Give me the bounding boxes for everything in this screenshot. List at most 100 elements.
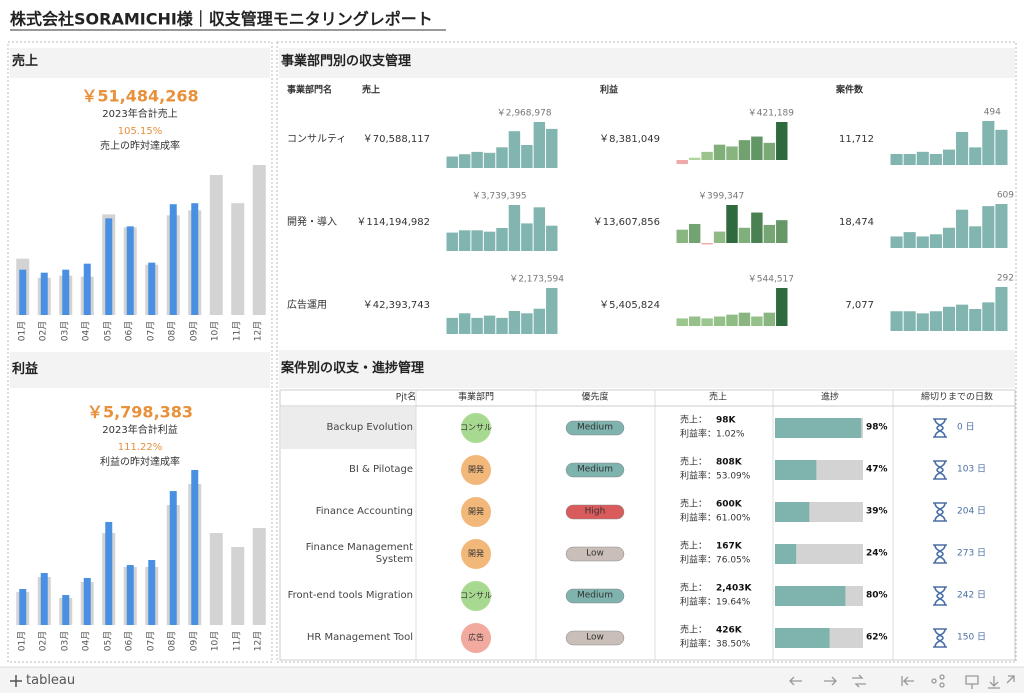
dept-label: 開発 bbox=[468, 507, 484, 517]
x-tick-label: 12月 bbox=[253, 630, 264, 652]
hourglass-icon bbox=[933, 586, 947, 606]
priority-label: Medium bbox=[577, 590, 613, 601]
spark-bar bbox=[942, 149, 956, 165]
days-label: 150 日 bbox=[957, 632, 987, 643]
dept-label: 開発 bbox=[468, 549, 484, 559]
project-name: Finance Management System bbox=[305, 542, 413, 565]
margin-prefix: 利益率： bbox=[680, 597, 717, 608]
bar bbox=[209, 533, 223, 625]
spark-bar bbox=[929, 234, 942, 248]
column-header: 売上 bbox=[708, 392, 728, 403]
spark-bar bbox=[929, 311, 942, 331]
progress-label: 47% bbox=[866, 464, 888, 475]
spark-bar bbox=[713, 316, 726, 326]
panel-title: 利益 bbox=[12, 362, 39, 378]
spark-bar bbox=[676, 318, 688, 326]
progress-track bbox=[775, 544, 863, 564]
dept-count: 7,077 bbox=[845, 300, 874, 311]
spark-bar bbox=[508, 131, 521, 168]
progress-label: 80% bbox=[866, 590, 888, 601]
column-header: 事業部門名 bbox=[287, 85, 333, 96]
spark-max-label: ￥421,189 bbox=[747, 108, 794, 119]
spark-max-label: 292 bbox=[996, 273, 1014, 284]
spark-bar bbox=[751, 212, 763, 243]
priority-label: Medium bbox=[577, 464, 613, 475]
bar bbox=[83, 263, 91, 315]
spark-bar bbox=[982, 302, 995, 331]
x-tick-label: 01月 bbox=[17, 630, 28, 652]
priority-label: Medium bbox=[577, 422, 613, 433]
column-header: 売上 bbox=[362, 85, 381, 96]
spark-bar bbox=[471, 317, 483, 334]
project-name: HR Management Tool bbox=[306, 632, 413, 643]
hourglass-icon bbox=[933, 628, 947, 648]
x-tick-label: 05月 bbox=[103, 630, 114, 652]
panel-title: 案件別の収支・進捗管理 bbox=[281, 361, 425, 377]
bar bbox=[148, 559, 156, 625]
bar bbox=[126, 226, 134, 315]
spark-bar bbox=[688, 223, 701, 243]
spark-bar bbox=[995, 204, 1008, 248]
dept-profit: ￥5,405,824 bbox=[599, 300, 660, 311]
dept-sales: ￥70,588,117 bbox=[362, 134, 430, 145]
dept-profit: ￥13,607,856 bbox=[592, 217, 660, 228]
progress-label: 24% bbox=[866, 548, 888, 559]
spark-bar bbox=[458, 313, 471, 334]
spark-bar bbox=[701, 318, 713, 326]
spark-max-label: ￥3,739,395 bbox=[471, 191, 527, 202]
kpi-label: 売上の昨対達成率 bbox=[100, 141, 180, 152]
x-tick-label: 06月 bbox=[124, 630, 135, 652]
spark-bar bbox=[533, 308, 546, 334]
x-tick-label: 10月 bbox=[210, 320, 221, 342]
dept-badge bbox=[461, 539, 491, 569]
row-highlight bbox=[281, 407, 416, 449]
spark-bar bbox=[956, 131, 969, 165]
x-tick-label: 04月 bbox=[81, 630, 92, 652]
spark-bar bbox=[701, 151, 713, 160]
spark-bar bbox=[546, 288, 558, 334]
spark-bar bbox=[969, 309, 982, 331]
toolbar-icons[interactable] bbox=[789, 674, 1015, 689]
priority-pill bbox=[565, 546, 625, 562]
spark-bar bbox=[738, 140, 751, 160]
project-margin: 76.05% bbox=[716, 555, 751, 566]
dept-badge bbox=[461, 581, 491, 611]
spark-bar bbox=[546, 225, 558, 251]
progress-bar bbox=[775, 418, 862, 438]
bar bbox=[191, 470, 199, 625]
dept-label: 開発 bbox=[468, 465, 484, 475]
priority-pill bbox=[565, 504, 625, 520]
x-tick-label: 11月 bbox=[232, 320, 243, 342]
spark-max-label: 609 bbox=[996, 190, 1014, 201]
spark-max-label: 494 bbox=[983, 107, 1001, 118]
project-sales: 98K bbox=[716, 415, 736, 426]
sales-prefix: 売上： bbox=[680, 583, 708, 594]
spark-bar bbox=[676, 229, 688, 243]
x-tick-label: 05月 bbox=[103, 320, 114, 342]
spark-max-label: ￥2,968,978 bbox=[496, 108, 552, 119]
project-sales: 426K bbox=[716, 625, 742, 636]
dept-badge bbox=[461, 497, 491, 527]
spark-bar bbox=[508, 205, 521, 251]
project-sales: 808K bbox=[716, 457, 742, 468]
bar bbox=[40, 573, 48, 625]
bar bbox=[126, 565, 134, 625]
dept-badge bbox=[461, 623, 491, 653]
column-header: 締切りまでの日数 bbox=[920, 392, 994, 403]
priority-pill bbox=[565, 588, 625, 604]
progress-label: 39% bbox=[866, 506, 888, 517]
spark-bar bbox=[903, 311, 916, 331]
priority-pill bbox=[565, 462, 625, 478]
spark-bar bbox=[713, 144, 726, 160]
bar bbox=[105, 521, 113, 625]
left-panel-border bbox=[7, 41, 273, 663]
hourglass-icon bbox=[933, 418, 947, 438]
panel-header bbox=[10, 48, 270, 78]
spark-bar bbox=[916, 151, 929, 165]
x-tick-label: 07月 bbox=[146, 320, 157, 342]
spark-bar bbox=[956, 209, 969, 248]
bar bbox=[62, 595, 70, 625]
spark-bar bbox=[726, 205, 738, 243]
column-header: 利益 bbox=[600, 85, 619, 96]
spark-bar bbox=[903, 153, 916, 165]
